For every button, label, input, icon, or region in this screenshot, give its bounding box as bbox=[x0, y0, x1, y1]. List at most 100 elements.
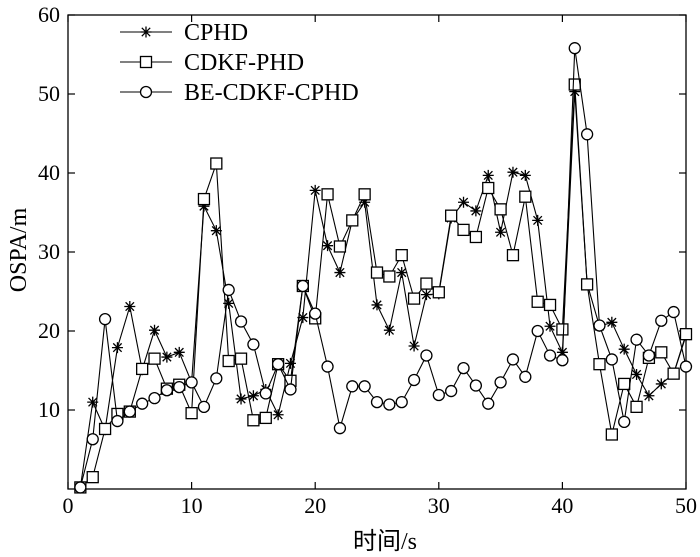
circle-marker bbox=[568, 42, 581, 55]
star-marker bbox=[383, 324, 395, 336]
square-marker bbox=[139, 55, 153, 69]
series-be-cdkf-cphd bbox=[74, 42, 693, 494]
star-marker bbox=[235, 393, 247, 405]
star-marker bbox=[606, 316, 618, 328]
star-marker bbox=[87, 396, 99, 408]
circle-marker bbox=[655, 314, 668, 327]
star-marker bbox=[140, 26, 152, 38]
square-marker bbox=[630, 400, 643, 413]
circle-marker bbox=[605, 353, 618, 366]
circle-marker bbox=[86, 433, 99, 446]
circle-marker bbox=[432, 388, 445, 402]
legend-label: CDKF-PHD bbox=[184, 50, 304, 76]
square-marker bbox=[506, 249, 520, 262]
square-marker bbox=[457, 223, 470, 237]
square-marker bbox=[420, 277, 433, 290]
square-marker bbox=[370, 266, 384, 279]
circle-marker bbox=[445, 384, 458, 398]
square-marker bbox=[407, 292, 421, 305]
circle-marker bbox=[284, 383, 297, 396]
circle-marker bbox=[618, 415, 631, 429]
star-marker bbox=[210, 225, 222, 237]
x-tick-label: 0 bbox=[63, 493, 74, 518]
star-marker bbox=[371, 299, 383, 311]
y-tick-label: 30 bbox=[38, 239, 60, 264]
square-marker bbox=[383, 270, 396, 283]
circle-marker bbox=[358, 380, 371, 393]
circle-marker bbox=[210, 372, 223, 385]
circle-marker bbox=[667, 305, 680, 319]
star-marker bbox=[655, 378, 667, 390]
square-marker bbox=[234, 352, 248, 365]
legend-label: BE-CDKF-CPHD bbox=[184, 80, 359, 106]
square-marker bbox=[86, 470, 99, 484]
plot-frame bbox=[67, 14, 687, 490]
square-marker bbox=[321, 188, 334, 201]
square-marker bbox=[185, 407, 198, 420]
star-marker bbox=[618, 343, 630, 355]
square-marker bbox=[197, 192, 211, 206]
circle-marker bbox=[556, 354, 569, 367]
x-tick-label: 40 bbox=[551, 493, 573, 518]
circle-marker bbox=[593, 319, 606, 332]
y-axis-label: OSPA/m bbox=[6, 207, 32, 292]
y-tick-label: 40 bbox=[38, 160, 60, 185]
legend-entry: CDKF-PHD bbox=[120, 50, 304, 76]
star-marker bbox=[334, 267, 346, 279]
square-marker bbox=[136, 362, 149, 376]
square-marker bbox=[358, 188, 371, 201]
x-tick-label: 20 bbox=[304, 493, 326, 518]
circle-marker bbox=[383, 398, 396, 411]
square-marker bbox=[469, 230, 483, 244]
series-line bbox=[79, 48, 687, 488]
circle-marker bbox=[136, 397, 149, 410]
circle-marker bbox=[74, 481, 87, 494]
circle-marker bbox=[98, 312, 112, 326]
square-marker bbox=[655, 346, 668, 359]
star-marker bbox=[408, 340, 420, 352]
circle-marker bbox=[185, 376, 198, 389]
circle-marker bbox=[519, 370, 532, 383]
star-marker bbox=[420, 289, 432, 301]
circle-marker bbox=[543, 349, 557, 362]
circle-marker bbox=[173, 380, 186, 394]
star-marker bbox=[519, 169, 531, 181]
y-tick-label: 60 bbox=[38, 2, 60, 27]
star-marker bbox=[247, 390, 259, 402]
star-marker bbox=[149, 324, 161, 336]
star-marker bbox=[297, 312, 309, 324]
star-marker bbox=[284, 357, 296, 369]
star-marker bbox=[643, 390, 655, 402]
square-marker bbox=[543, 298, 557, 312]
circle-marker bbox=[148, 391, 161, 405]
circle-marker bbox=[580, 128, 594, 141]
square-marker bbox=[346, 214, 359, 227]
star-marker bbox=[223, 297, 235, 309]
square-marker bbox=[432, 286, 445, 299]
square-marker bbox=[556, 323, 569, 336]
circle-marker bbox=[247, 338, 260, 351]
circle-marker bbox=[642, 349, 656, 362]
star-marker bbox=[359, 196, 371, 208]
star-marker bbox=[396, 267, 408, 279]
circle-marker bbox=[234, 315, 248, 328]
square-marker bbox=[618, 377, 631, 391]
square-marker bbox=[568, 78, 581, 91]
series-line bbox=[79, 91, 687, 488]
circle-marker bbox=[494, 376, 507, 389]
circle-marker bbox=[296, 279, 309, 293]
square-marker bbox=[210, 157, 223, 170]
circle-marker bbox=[139, 85, 153, 99]
square-marker bbox=[222, 354, 235, 368]
circle-marker bbox=[197, 400, 211, 413]
square-marker bbox=[605, 428, 618, 441]
star-marker bbox=[544, 320, 556, 332]
circle-marker bbox=[482, 397, 495, 410]
axes: 0 10 20 30 40 50 10 20 30 40 50 60 bbox=[38, 2, 697, 518]
square-marker bbox=[259, 411, 272, 425]
circle-marker bbox=[630, 333, 643, 346]
square-marker bbox=[482, 181, 495, 195]
star-marker bbox=[532, 214, 544, 226]
square-marker bbox=[98, 422, 112, 436]
